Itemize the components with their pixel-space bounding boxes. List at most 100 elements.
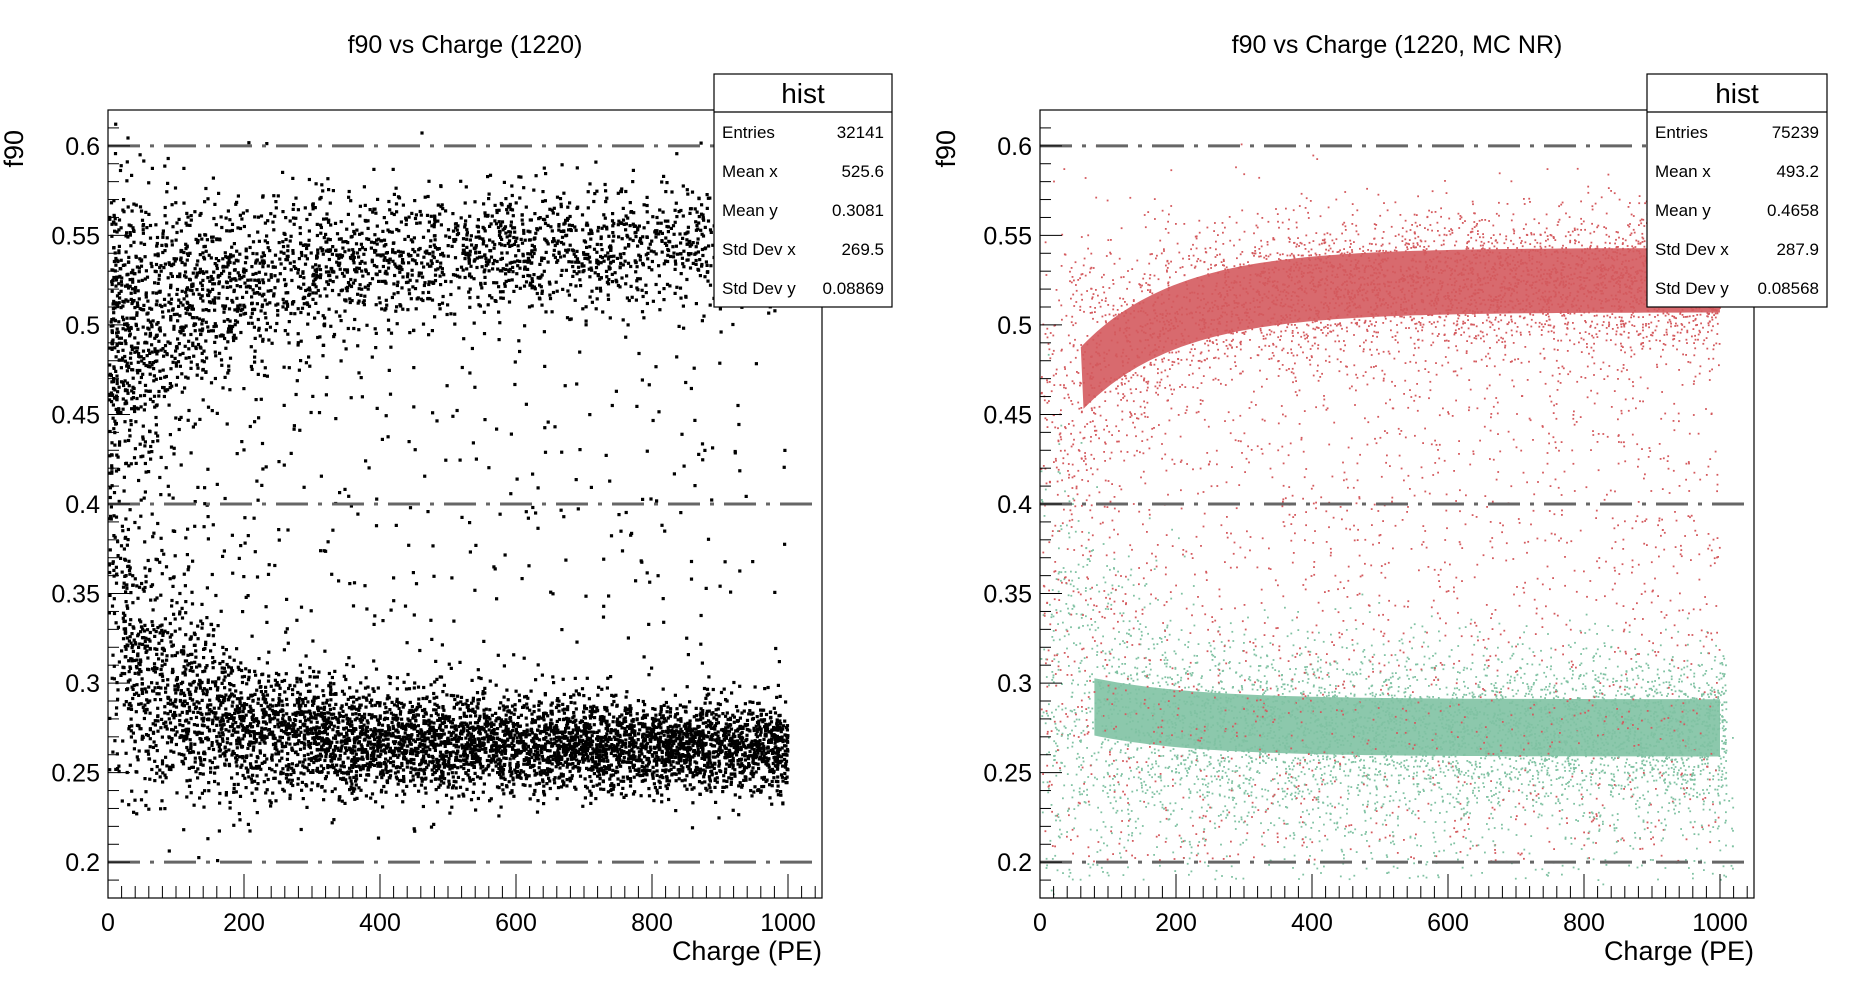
data-point-er	[302, 754, 306, 758]
data-point-er	[327, 725, 331, 729]
data-point-er	[388, 746, 392, 750]
data-point-er	[475, 757, 479, 761]
data-point-er	[267, 713, 272, 718]
data-point-er	[784, 759, 789, 763]
data-point-er	[442, 754, 446, 758]
data-point-er	[463, 749, 467, 753]
data-point-er	[352, 727, 356, 731]
data-point-er	[233, 708, 237, 712]
data-point-er	[563, 760, 567, 764]
data-point-er	[577, 768, 581, 772]
data-point-er	[300, 780, 304, 784]
data-point-er	[566, 738, 570, 742]
data-point-er	[750, 769, 754, 773]
data-point-er	[340, 799, 344, 803]
data-point-er	[603, 705, 607, 710]
data-point-er	[680, 741, 684, 746]
data-point-er	[747, 764, 751, 768]
data-point-er	[481, 741, 485, 745]
data-point-er	[146, 558, 150, 563]
data-point-er	[340, 689, 345, 693]
data-point-er	[432, 728, 436, 732]
data-point-er	[545, 749, 550, 753]
data-point-er	[207, 712, 211, 716]
data-point-er	[144, 574, 148, 578]
data-point-er	[561, 732, 565, 736]
data-point-er	[655, 762, 659, 766]
data-point-er	[659, 722, 663, 726]
data-point-er	[252, 735, 256, 739]
data-point-er	[743, 775, 747, 779]
data-point-er	[378, 704, 382, 708]
data-point-er	[754, 762, 758, 766]
data-point-er	[525, 728, 529, 732]
data-point-er	[362, 716, 367, 720]
data-point-er	[553, 776, 557, 780]
data-point-er	[423, 745, 427, 749]
data-point-er	[600, 766, 604, 770]
data-point-er	[707, 775, 711, 779]
data-point-er	[271, 704, 275, 708]
data-point-er	[246, 822, 250, 826]
data-point-er	[140, 677, 144, 681]
chart-title: f90 vs Charge (1220)	[348, 31, 583, 59]
data-point-er	[749, 743, 754, 747]
data-point-er	[366, 756, 370, 761]
data-point-er	[570, 757, 574, 761]
data-point-er	[243, 759, 247, 763]
data-point-er	[745, 718, 750, 722]
data-point-er	[293, 723, 297, 727]
data-point-er	[385, 780, 390, 785]
data-point-er	[303, 758, 307, 762]
data-point-er	[619, 792, 623, 796]
data-point-er	[344, 749, 349, 753]
data-point-er	[471, 707, 475, 711]
data-point-er	[316, 754, 320, 758]
data-point-er	[687, 767, 691, 771]
data-point-er	[248, 704, 252, 708]
data-point-er	[575, 731, 579, 735]
data-point-er	[276, 718, 280, 722]
data-point-er	[705, 709, 709, 713]
data-point-er	[616, 770, 620, 774]
data-point-er	[459, 731, 463, 736]
data-point-er	[160, 674, 165, 678]
data-point-er	[151, 730, 156, 734]
data-point-er	[580, 729, 584, 733]
data-point-er	[406, 733, 410, 738]
data-point-er	[228, 694, 233, 698]
data-point-er	[180, 616, 185, 620]
data-point-er	[623, 709, 627, 713]
data-point-er	[731, 756, 735, 760]
data-point-er	[322, 741, 326, 745]
data-point-er	[305, 805, 309, 809]
data-point-er	[575, 728, 579, 732]
data-point-er	[301, 797, 305, 801]
data-point-er	[611, 773, 616, 777]
data-point-er	[140, 737, 144, 741]
data-point-er	[733, 793, 737, 797]
data-point-er	[508, 735, 512, 739]
data-point-er	[737, 784, 741, 788]
data-point-er	[606, 739, 610, 744]
data-point-er	[355, 698, 359, 702]
data-point-er	[635, 712, 639, 716]
data-point-er	[638, 758, 642, 762]
data-point-er	[714, 771, 718, 775]
data-point-er	[145, 644, 150, 648]
data-point-er	[452, 743, 456, 747]
data-point-er	[459, 700, 463, 704]
data-point-er	[408, 708, 412, 713]
data-point-er	[454, 745, 458, 749]
data-point-er	[323, 789, 327, 793]
data-point-er	[314, 731, 318, 735]
data-point-er	[377, 736, 381, 741]
data-point-er	[688, 757, 692, 761]
data-point-er	[543, 769, 547, 773]
data-point-er	[413, 681, 417, 685]
data-point-er	[140, 682, 144, 686]
data-point-er	[190, 698, 194, 702]
data-point-er	[185, 795, 189, 799]
data-point-er	[724, 726, 728, 730]
